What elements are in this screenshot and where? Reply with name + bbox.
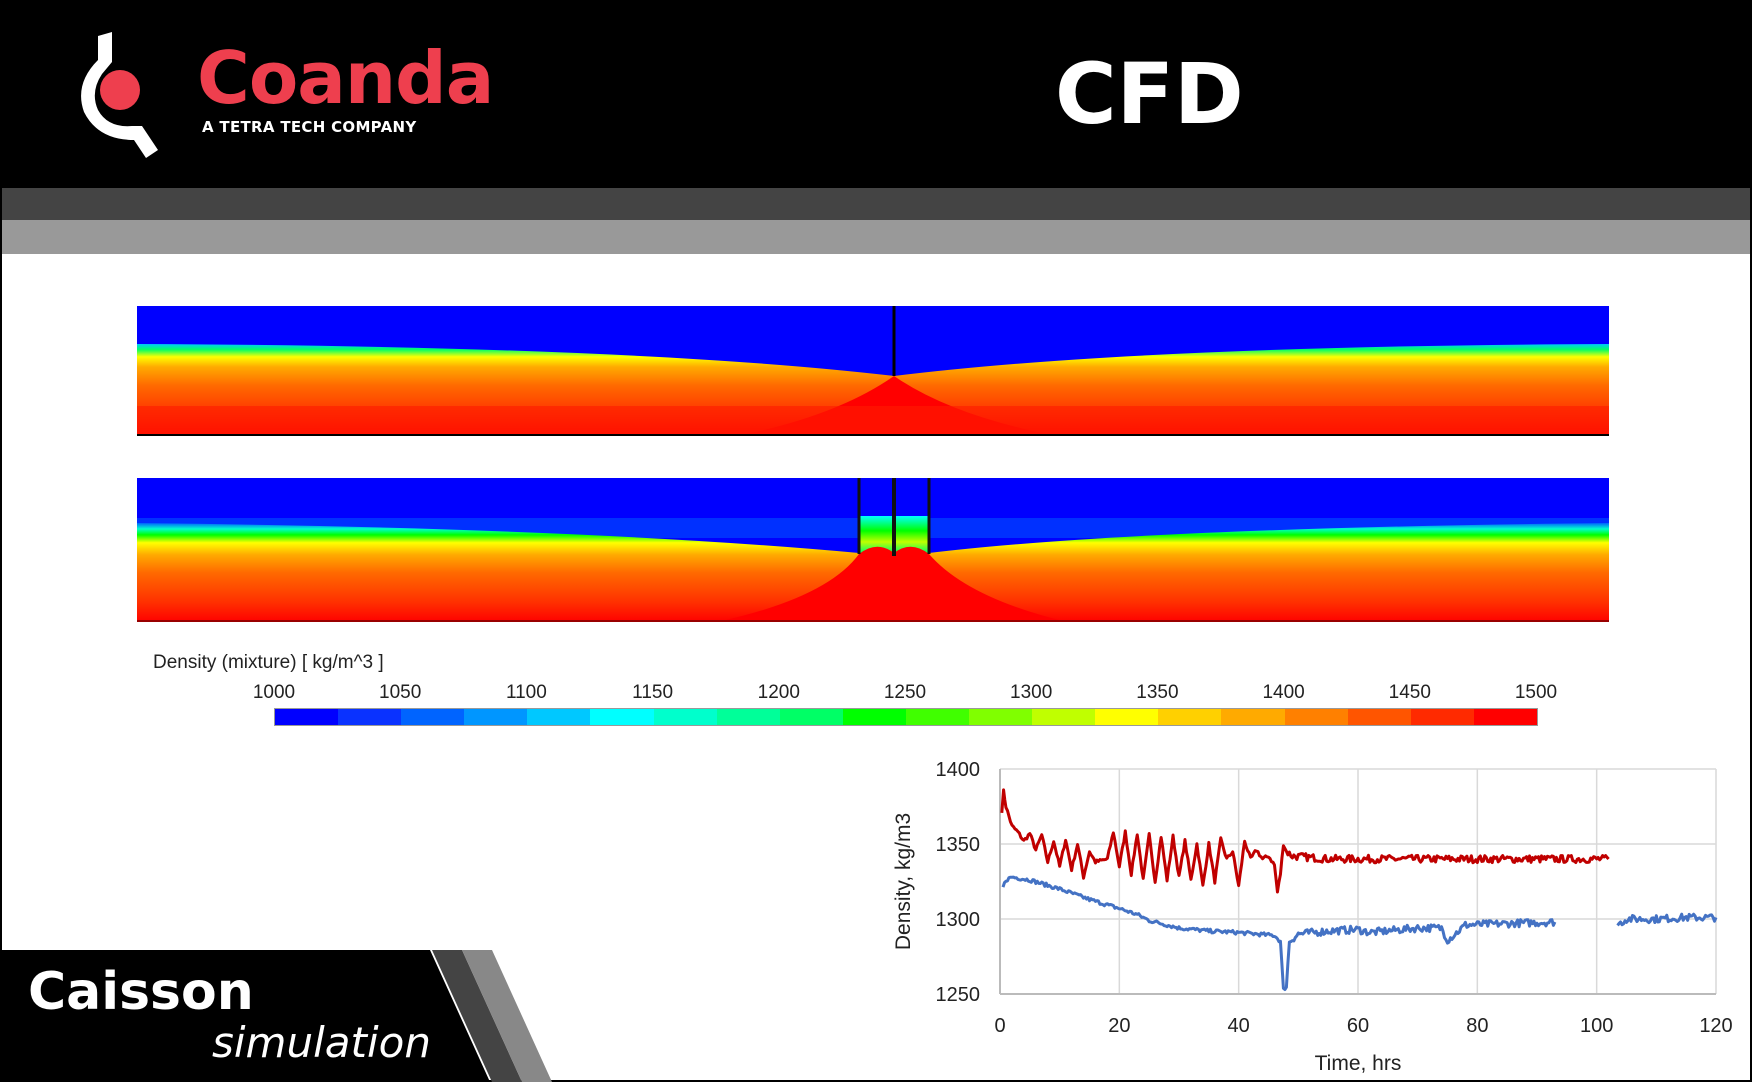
colorbar-segment [716,709,780,725]
colorbar-segment [1032,709,1096,725]
x-axis-label: Time, hrs [1315,1052,1402,1075]
colorbar-segment [779,709,843,725]
colorbar-segment [969,709,1033,725]
y-tick-label: 1350 [936,834,981,856]
colorbar-tick-label: 1150 [632,682,674,703]
x-tick-label: 60 [1347,1015,1369,1037]
colorbar-tick-label: 1450 [1388,682,1431,703]
colorbar-segment [1095,709,1159,725]
colorbar-tick-label: 1000 [252,682,296,703]
colorbar-tick-label: 1300 [1010,682,1053,703]
x-tick-label: 20 [1108,1015,1130,1037]
y-tick-label: 1300 [936,909,981,931]
x-tick-label: 80 [1466,1015,1488,1037]
colorbar-tick-label: 1250 [883,682,927,703]
colorbar-segment [338,709,402,725]
brand-name: Coanda [197,36,494,120]
colorbar-segment [653,709,717,725]
density-contour-triple-caisson [137,478,1609,622]
page-title: CFD [1055,45,1244,143]
colorbar-tick-label: 1400 [1262,682,1305,703]
x-tick-label: 40 [1228,1015,1250,1037]
colorbar-tick-label: 1100 [505,682,547,703]
colorbar-segment [905,709,970,725]
colorbar-tick-label: 1050 [379,682,422,703]
footer-banner [0,950,552,1082]
series-line-2 [1001,875,1557,992]
colorbar-segment [527,709,591,725]
colorbar-segment [590,709,654,725]
y-tick-label: 1400 [936,759,981,781]
colorbar-segment [1221,709,1285,725]
x-tick-label: 100 [1580,1015,1613,1037]
density-contour-single-caisson [137,306,1609,436]
series-line-1 [1000,788,1610,894]
colorbar-tick-label: 1350 [1136,682,1179,703]
colorbar-segment [1284,709,1348,725]
colorbar-segment [1410,709,1474,725]
colorbar [274,708,1538,726]
footer-title: Caisson [28,962,254,1022]
brand-tagline: A TETRA TECH COMPANY [202,118,417,136]
footer-subtitle: simulation [212,1018,431,1067]
colorbar-segment [1158,709,1222,725]
coanda-logo-icon [81,32,158,158]
colorbar-title: Density (mixture) [ kg/m^3 ] [153,652,384,673]
density-time-chart: 0 20 40 60 80 100 120 1250 1300 1350 1400 Time, hrs… [892,759,1733,1075]
x-tick-label: 120 [1699,1015,1732,1037]
header: Coanda A TETRA TECH COMPANY CFD [0,0,1752,188]
colorbar-segment [275,709,339,725]
colorbar-segment [464,709,528,725]
divider-bar-light [2,220,1750,254]
x-tick-label: 0 [994,1015,1005,1037]
divider-bar-dark [2,188,1750,220]
y-tick-label: 1250 [936,984,981,1006]
colorbar-tick-label: 1500 [1514,682,1558,703]
series-line-2 [1616,912,1718,927]
colorbar-tick-label: 1200 [757,682,800,703]
y-axis-label: Density, kg/m3 [892,813,915,950]
colorbar-segment [1347,709,1411,725]
colorbar-segment [842,709,906,725]
colorbar-segment [1473,709,1537,725]
colorbar-segment [401,709,465,725]
